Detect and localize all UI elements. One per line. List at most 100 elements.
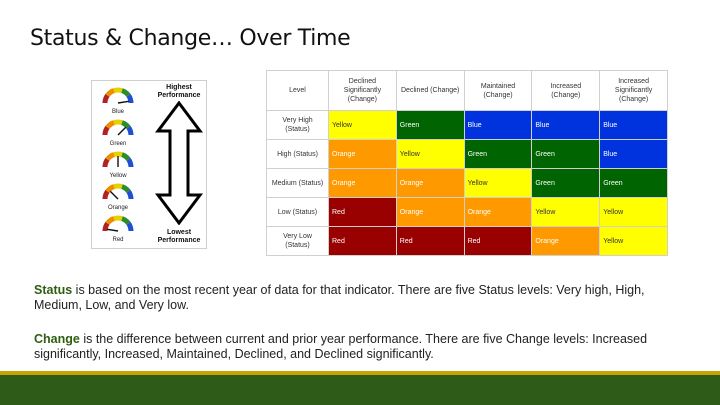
gauge-item: Orange (94, 181, 142, 211)
change-keyword: Change (34, 332, 80, 346)
gauge-segment (121, 152, 131, 161)
matrix-cell: Yellow (395, 139, 465, 169)
matrix-cell: Green (599, 168, 668, 198)
gauge-needle (117, 126, 127, 136)
change-paragraph: Change is the difference between current… (34, 332, 694, 362)
gauge-segment (121, 184, 131, 193)
gauge-segment (102, 93, 110, 104)
matrix-cell: Orange (531, 226, 601, 256)
footer-accent-bar (0, 371, 720, 375)
matrix-cell: Red (328, 197, 397, 227)
gauge-icon (102, 151, 134, 168)
matrix-header-row: Level Declined Significantly (Change) Decl… (266, 70, 668, 111)
matrix-cell: Yellow (531, 197, 601, 227)
gauge-segment (105, 120, 115, 129)
matrix-row-label: Low (Status) (266, 197, 329, 227)
matrix-cell: Blue (599, 110, 668, 140)
gauge-legend: Blue Green Yellow Orange Red Highest Perform… (91, 80, 207, 249)
matrix-cell: Blue (599, 139, 668, 169)
matrix-cell: Orange (395, 197, 465, 227)
gauge-segment (105, 216, 115, 225)
matrix-header-cell: Level (266, 70, 329, 111)
lowest-performance-label: Lowest Performance (157, 229, 201, 244)
matrix-cell: Orange (463, 197, 533, 227)
gauge-item: Blue (94, 85, 142, 115)
matrix-cell: Orange (328, 139, 397, 169)
gauge-segment (102, 125, 110, 136)
footer-bar (0, 375, 720, 405)
status-change-matrix: Level Declined Significantly (Change) Decl… (266, 70, 668, 256)
matrix-cell: Red (328, 226, 397, 256)
gauge-segment (113, 119, 123, 126)
matrix-row-label: Very Low (Status) (266, 226, 329, 256)
gauge-segment (126, 189, 134, 200)
matrix-header-cell: Declined Significantly (Change) (328, 70, 397, 111)
gauge-segment (121, 88, 131, 97)
matrix-header-cell: Increased Significantly (Change) (599, 70, 668, 111)
gauge-item: Yellow (94, 149, 142, 179)
gauge-icon (102, 215, 134, 232)
gauge-label: Orange (107, 205, 128, 211)
status-paragraph: Status is based on the most recent year … (34, 283, 694, 313)
gauge-label: Blue (111, 109, 124, 115)
gauge-segment (126, 221, 134, 232)
status-description: is based on the most recent year of data… (34, 283, 645, 312)
gauge-segment (102, 221, 110, 232)
gauge-needle (117, 100, 129, 104)
gauge-segment (121, 216, 131, 225)
matrix-cell: Green (395, 110, 465, 140)
gauge-item: Green (94, 117, 142, 147)
matrix-header-cell: Declined (Change) (395, 70, 465, 111)
gauge-segment (113, 87, 123, 94)
matrix-row-label: High (Status) (266, 139, 329, 169)
highest-performance-label: Highest Performance (157, 84, 201, 99)
matrix-cell: Orange (328, 168, 397, 198)
gauge-needle (107, 228, 119, 232)
gauge-segment (102, 157, 110, 168)
gauge-segment (113, 151, 123, 158)
matrix-cell: Blue (463, 110, 533, 140)
gauge-segment (105, 88, 115, 97)
matrix-header-cell: Increased (Change) (531, 70, 601, 111)
matrix-row: Medium (Status) Orange Orange Yellow Green Gr… (266, 168, 668, 198)
gauge-label: Yellow (109, 173, 127, 179)
gauge-segment (102, 189, 110, 200)
change-description: is the difference between current and pr… (34, 332, 648, 361)
matrix-row-label: Medium (Status) (266, 168, 329, 198)
matrix-row-label: Very High (Status) (266, 110, 329, 140)
gauge-segment (113, 183, 123, 190)
matrix-cell: Yellow (328, 110, 397, 140)
matrix-row: Low (Status) Red Orange Orange Yellow Yellow (266, 197, 668, 227)
gauge-segment (105, 184, 115, 193)
matrix-body: Very High (Status) Yellow Green Blue Blue Blu… (266, 110, 668, 256)
matrix-row: High (Status) Orange Yellow Green Green Blue (266, 139, 668, 169)
matrix-cell: Yellow (599, 226, 668, 256)
matrix-cell: Blue (531, 110, 601, 140)
gauge-icon (102, 119, 134, 136)
gauge-icon (102, 87, 134, 104)
gauge-segment (126, 125, 134, 136)
matrix-cell: Red (463, 226, 533, 256)
matrix-cell: Orange (395, 168, 465, 198)
status-keyword: Status (34, 283, 73, 297)
gauge-label: Red (112, 237, 124, 243)
gauge-segment (126, 93, 134, 104)
page-title: Status & Change… Over Time (30, 26, 351, 51)
matrix-cell: Green (531, 139, 601, 169)
matrix-cell: Green (463, 139, 533, 169)
double-arrow-icon (155, 101, 203, 225)
gauge-needle (109, 190, 119, 200)
matrix-cell: Green (531, 168, 601, 198)
matrix-cell: Yellow (463, 168, 533, 198)
gauge-label: Green (109, 141, 127, 147)
matrix-row: Very High (Status) Yellow Green Blue Blue Blu… (266, 110, 668, 140)
matrix-row: Very Low (Status) Red Red Red Orange Yellow (266, 226, 668, 256)
gauge-segment (105, 152, 115, 161)
matrix-cell: Yellow (599, 197, 668, 227)
gauge-segment (121, 120, 131, 129)
matrix-header-cell: Maintained (Change) (463, 70, 533, 111)
matrix-cell: Red (395, 226, 465, 256)
gauge-icon (102, 183, 134, 200)
gauge-segment (126, 157, 134, 168)
gauge-item: Red (94, 213, 142, 243)
